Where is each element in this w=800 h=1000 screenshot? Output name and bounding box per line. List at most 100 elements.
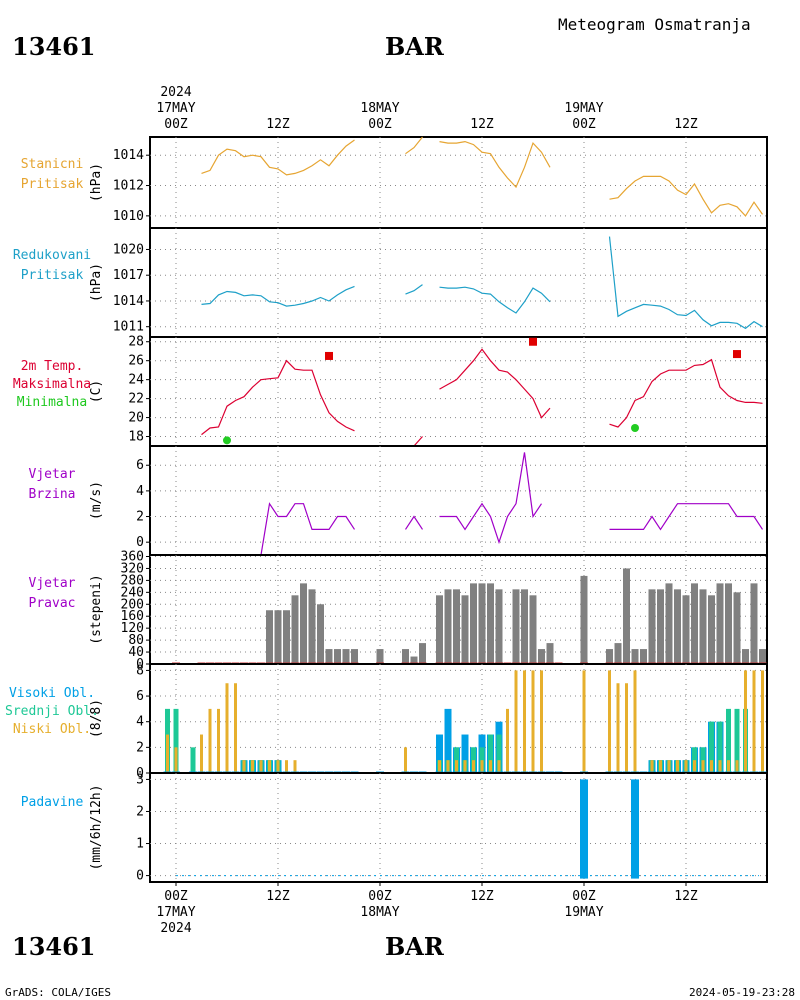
series-line: [413, 436, 423, 447]
cloud-low-bar: [514, 670, 518, 773]
panel-frame: [149, 136, 768, 229]
series-line: [439, 452, 542, 545]
panel-frame: [149, 445, 768, 556]
cloud-mid-bar: [726, 708, 731, 773]
wind-dir-bar: [742, 649, 749, 664]
top-time-label: 19MAY: [564, 101, 603, 116]
y-tick-label: 120: [121, 621, 144, 636]
wind-dir-bar: [342, 649, 350, 664]
y-tick-label: 0: [136, 657, 144, 672]
wind-dir-bar: [640, 649, 647, 664]
cloud-low-bar: [744, 670, 747, 773]
panel-label: Vjetar: [29, 576, 76, 591]
cloud-low-bar: [268, 760, 271, 773]
panel-label: Stanicni: [21, 157, 84, 172]
panel-label: Srednji Obl.: [5, 704, 99, 719]
max-temp-marker: [733, 350, 741, 359]
y-tick-label: 4: [136, 484, 144, 499]
wind-dir-bar: [444, 589, 452, 664]
y-tick-label: 160: [121, 609, 144, 624]
wind-dir-bar: [521, 589, 528, 664]
max-temp-marker: [325, 351, 333, 360]
y-tick-label: 2: [136, 740, 144, 755]
cloud-mid-bar: [717, 721, 723, 773]
wind-dir-bar: [419, 643, 426, 664]
panel-wind_speed: 0 2 4 6 (m/s) Vjetar Brzina: [29, 445, 768, 556]
wind-dir-bar: [623, 568, 630, 664]
station-id-bottom: 13461: [12, 932, 96, 961]
wind-dir-bar: [750, 583, 758, 664]
top-time-label: 2024: [160, 85, 191, 100]
panel-label: Vjetar: [29, 467, 76, 482]
y-tick-label: 3: [136, 772, 144, 787]
cloud-low-bar: [174, 747, 178, 773]
bottom-time-label: 17MAY: [156, 905, 195, 920]
wind-dir-bar: [614, 643, 622, 664]
y-tick-label: 18: [128, 430, 144, 445]
y-tick-label: 1012: [113, 179, 144, 194]
cloud-low-bar: [489, 760, 492, 773]
y-axis-label: (mm/6h/12h): [89, 784, 104, 870]
cloud-low-bar: [523, 670, 526, 773]
y-axis-label: (m/s): [89, 481, 104, 520]
panel-frame: [149, 227, 768, 338]
cloud-low-bar: [727, 760, 730, 773]
wind-dir-bar: [759, 649, 766, 664]
panel-reduced_pressure: 1011 1014 1017 1020 (hPa)Redukovani Pritisak: [13, 227, 768, 338]
series-line: [201, 139, 355, 176]
cloud-mid-bar: [734, 708, 740, 773]
panel-label: 2m Temp.: [21, 359, 84, 374]
y-tick-label: 4: [136, 715, 144, 730]
series-line: [439, 286, 551, 314]
wind-dir-bar: [682, 595, 690, 664]
series-line: [439, 348, 551, 419]
series-line: [405, 284, 423, 295]
cloud-low-bar: [242, 760, 246, 773]
panel-label: Pritisak: [21, 177, 84, 192]
wind-dir-bar: [266, 610, 273, 664]
station-name-bottom: BAR: [385, 932, 445, 961]
cloud-low-bar: [472, 760, 475, 773]
wind-dir-bar: [716, 583, 724, 664]
y-tick-label: 8: [136, 663, 144, 678]
wind-dir-bar: [300, 583, 307, 664]
y-tick-label: 26: [128, 354, 144, 369]
cloud-high-bar: [436, 734, 443, 773]
cloud-low-bar: [659, 760, 662, 773]
top-time-label: 12Z: [674, 117, 698, 132]
y-tick-label: 1014: [113, 148, 144, 163]
wind-dir-bar: [274, 610, 282, 664]
y-tick-label: 20: [128, 411, 144, 426]
precip-bar: [631, 779, 639, 879]
y-axis-label: (stepeni): [89, 574, 104, 644]
top-time-label: 18MAY: [360, 101, 399, 116]
cloud-low-bar: [276, 760, 280, 773]
wind-dir-bar: [648, 589, 656, 664]
y-tick-label: 2: [136, 510, 144, 525]
wind-dir-bar: [487, 583, 494, 664]
cloud-low-bar: [761, 670, 764, 773]
panels: 101010121014(hPa)StanicniPritisak1011101…: [5, 136, 768, 884]
wind-dir-bar: [308, 589, 316, 664]
station-name-top: BAR: [385, 32, 445, 61]
panel-station_pressure: 1010 1012 1014 (hPa) Stanicni Pritisak: [21, 136, 768, 229]
wind-dir-bar: [283, 610, 290, 664]
bottom-time-label: 00Z: [368, 889, 392, 904]
top-time-label: 17MAY: [156, 101, 195, 116]
panel-label: Minimalna: [17, 395, 87, 410]
series-line: [608, 236, 763, 330]
cloud-mid-bar: [488, 734, 493, 773]
panel-clouds: 0 2 4 6 8 (8/8)Visoki Obl. Srednji Obl. Niski O…: [5, 663, 768, 781]
series-line: [201, 285, 355, 307]
station-id-top: 13461: [12, 32, 96, 61]
wind-dir-bar: [512, 589, 520, 664]
wind-dir-bar: [470, 583, 477, 664]
bottom-time-label: 12Z: [266, 889, 290, 904]
panel-label: Pritisak: [21, 268, 84, 283]
wind-dir-bar: [691, 583, 698, 664]
cloud-low-bar: [540, 670, 543, 773]
cloud-high-bar: [444, 708, 452, 773]
